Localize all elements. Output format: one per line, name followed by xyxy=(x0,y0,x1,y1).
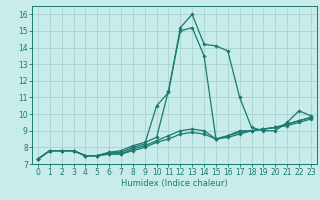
X-axis label: Humidex (Indice chaleur): Humidex (Indice chaleur) xyxy=(121,179,228,188)
